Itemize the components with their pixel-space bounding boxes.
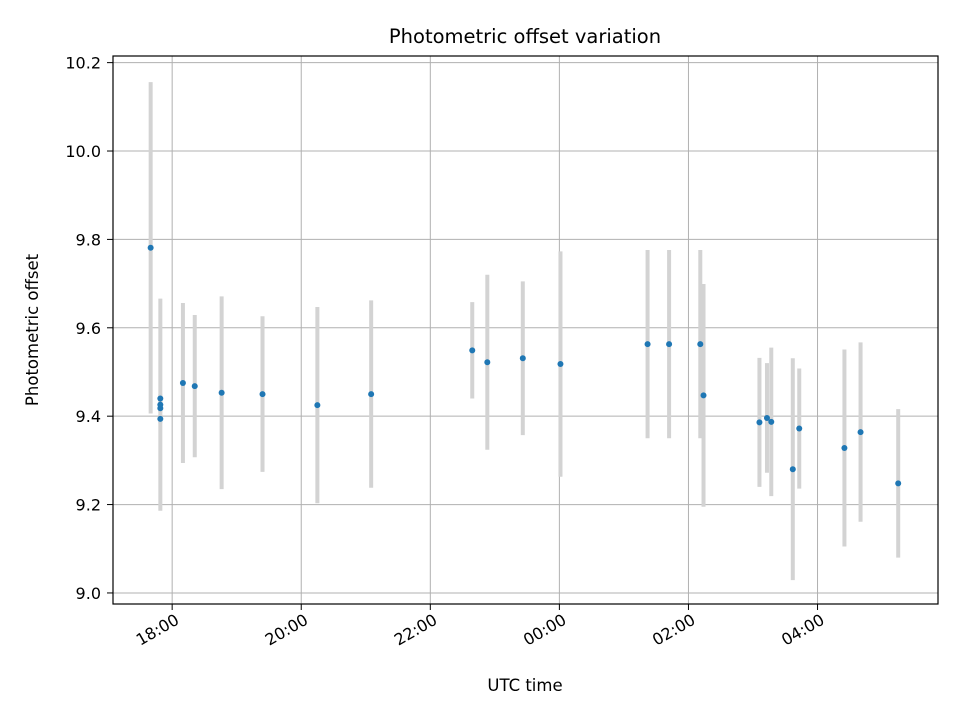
- data-point: [895, 480, 902, 487]
- data-point: [259, 391, 266, 398]
- data-point: [700, 392, 707, 399]
- data-point: [314, 402, 321, 409]
- data-point: [218, 389, 225, 396]
- plot-frame: [112, 55, 939, 605]
- data-point: [789, 466, 796, 473]
- data-point: [469, 347, 476, 354]
- data-point: [768, 418, 775, 425]
- data-point: [763, 414, 770, 421]
- data-point: [157, 395, 164, 402]
- y-tick-label: 9.6: [76, 319, 101, 338]
- y-tick-label: 9.4: [76, 407, 101, 426]
- data-point: [756, 419, 763, 426]
- data-point: [557, 361, 564, 368]
- grid: [113, 56, 938, 604]
- ticks: 18:00 20:00 22:00 00:00 02:00 04:009.09.29.49…: [65, 54, 827, 650]
- data-point: [179, 380, 186, 387]
- data-point: [191, 383, 198, 390]
- data-point: [157, 415, 164, 422]
- chart-title: Photometric offset variation: [389, 25, 661, 48]
- y-tick-label: 10.0: [65, 142, 101, 161]
- data-point: [644, 341, 651, 348]
- data-point: [368, 391, 375, 398]
- y-tick-label: 10.2: [65, 54, 101, 73]
- y-tick-label: 9.2: [76, 496, 101, 515]
- data-point: [519, 355, 526, 362]
- data-point: [484, 359, 491, 366]
- data-point: [666, 341, 673, 348]
- data-point: [147, 244, 154, 251]
- data-point: [796, 425, 803, 432]
- x-axis-label: UTC time: [487, 676, 562, 695]
- data-point: [697, 341, 704, 348]
- data-point: [857, 429, 864, 436]
- y-tick-label: 9.0: [76, 584, 101, 603]
- plot-area: [113, 56, 938, 604]
- data-point: [841, 444, 848, 451]
- data-points: [147, 244, 902, 487]
- y-tick-label: 9.8: [76, 230, 101, 249]
- data-point: [157, 401, 164, 408]
- y-axis-label: Photometric offset: [23, 253, 42, 406]
